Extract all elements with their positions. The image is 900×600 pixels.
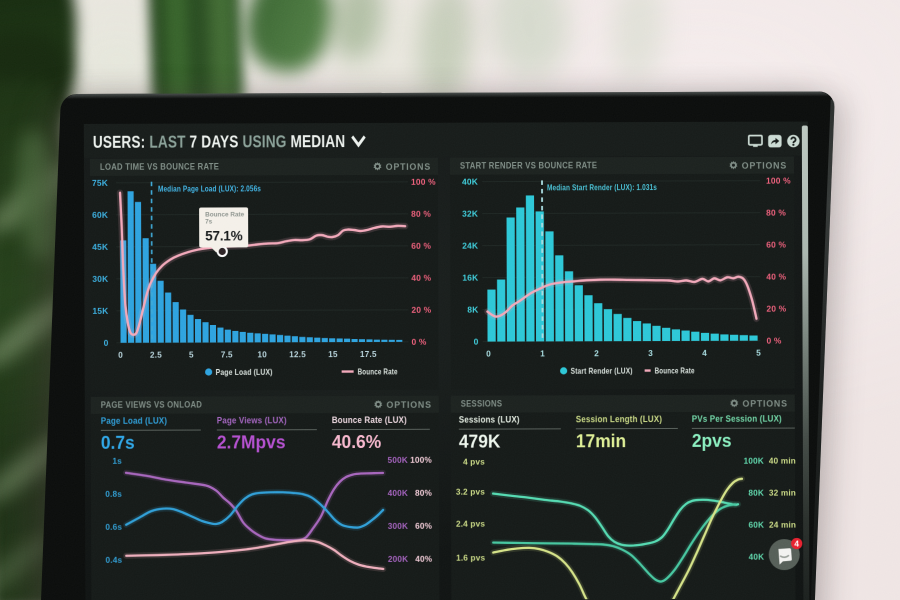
svg-text:2: 2: [594, 349, 599, 358]
svg-text:Page Load (LUX): Page Load (LUX): [216, 367, 273, 376]
svg-text:80 %: 80 %: [766, 207, 786, 217]
svg-text:8K: 8K: [467, 304, 478, 314]
svg-text:5: 5: [756, 348, 761, 357]
svg-text:80%: 80%: [415, 488, 433, 497]
svg-text:32K: 32K: [462, 208, 478, 218]
svg-text:0 %: 0 %: [412, 336, 427, 346]
svg-text:300K: 300K: [388, 521, 408, 530]
svg-text:20 %: 20 %: [766, 303, 786, 313]
svg-text:0: 0: [486, 349, 491, 358]
svg-text:40 %: 40 %: [411, 272, 431, 282]
svg-text:100%: 100%: [410, 455, 432, 464]
svg-text:0: 0: [118, 350, 123, 359]
svg-text:2.5: 2.5: [150, 350, 162, 359]
svg-text:4 pvs: 4 pvs: [463, 457, 485, 466]
svg-text:20 %: 20 %: [411, 304, 431, 314]
svg-text:16K: 16K: [462, 272, 478, 282]
svg-text:3: 3: [648, 349, 653, 358]
svg-text:60 %: 60 %: [766, 239, 786, 249]
svg-text:1s: 1s: [112, 456, 122, 465]
svg-text:0: 0: [474, 336, 479, 346]
svg-text:Bounce Rate: Bounce Rate: [358, 367, 398, 376]
svg-text:60%: 60%: [415, 521, 433, 530]
svg-text:5: 5: [189, 350, 194, 359]
svg-text:0.4s: 0.4s: [105, 555, 122, 564]
svg-text:40%: 40%: [415, 554, 433, 563]
svg-text:45K: 45K: [92, 241, 108, 251]
svg-text:1.6 pvs: 1.6 pvs: [456, 553, 485, 562]
svg-text:Start Render (LUX): Start Render (LUX): [571, 366, 633, 375]
svg-text:40 min: 40 min: [769, 456, 796, 465]
svg-text:100K: 100K: [744, 456, 764, 465]
svg-text:0 %: 0 %: [767, 335, 782, 345]
svg-text:100 %: 100 %: [766, 175, 791, 185]
svg-text:4: 4: [794, 538, 799, 548]
svg-text:15: 15: [328, 350, 338, 359]
svg-text:30K: 30K: [92, 273, 108, 283]
svg-text:2.4 pvs: 2.4 pvs: [456, 519, 485, 528]
svg-text:40K: 40K: [462, 176, 478, 186]
svg-text:24K: 24K: [462, 240, 478, 250]
svg-text:60K: 60K: [92, 209, 108, 219]
svg-text:0: 0: [104, 337, 109, 347]
svg-text:80 %: 80 %: [411, 208, 431, 218]
svg-text:0.8s: 0.8s: [105, 489, 122, 498]
svg-text:400K: 400K: [388, 488, 408, 497]
svg-text:7.5: 7.5: [221, 350, 233, 359]
svg-text:15K: 15K: [92, 305, 108, 315]
svg-text:Median Page Load (LUX): 2.056s: Median Page Load (LUX): 2.056s: [158, 183, 261, 193]
svg-text:10: 10: [257, 350, 267, 359]
svg-text:32 min: 32 min: [769, 488, 796, 497]
svg-text:17.5: 17.5: [360, 349, 377, 358]
svg-text:Bounce Rate: Bounce Rate: [655, 366, 695, 375]
svg-text:75K: 75K: [92, 177, 108, 187]
svg-text:Median Start Render (LUX): 1.0: Median Start Render (LUX): 1.031s: [547, 182, 657, 192]
svg-text:4: 4: [702, 348, 707, 357]
svg-text:40 %: 40 %: [766, 271, 786, 281]
svg-text:0.6s: 0.6s: [105, 522, 122, 531]
svg-text:12.5: 12.5: [289, 350, 306, 359]
svg-text:80K: 80K: [748, 488, 764, 497]
svg-text:500K: 500K: [388, 455, 408, 464]
svg-text:200K: 200K: [388, 554, 408, 563]
svg-text:60 %: 60 %: [411, 240, 431, 250]
svg-text:1: 1: [540, 349, 545, 358]
svg-text:3.2 pvs: 3.2 pvs: [456, 487, 485, 496]
svg-text:100 %: 100 %: [411, 176, 436, 186]
